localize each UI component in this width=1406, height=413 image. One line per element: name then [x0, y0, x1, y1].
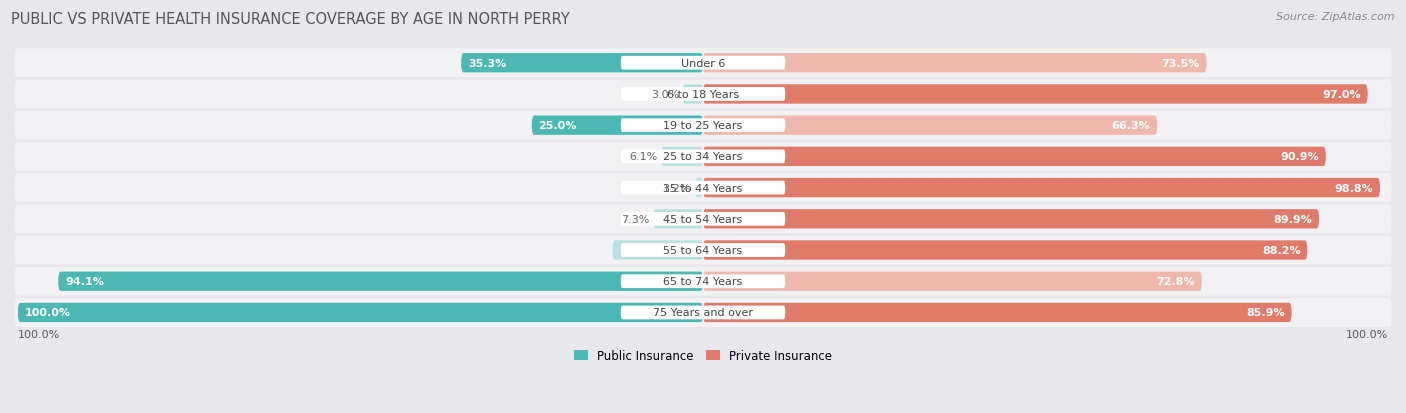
Text: 66.3%: 66.3% [1112, 121, 1150, 131]
FancyBboxPatch shape [621, 57, 785, 71]
FancyBboxPatch shape [621, 88, 785, 102]
Text: 90.9%: 90.9% [1281, 152, 1319, 162]
Text: 100.0%: 100.0% [18, 329, 60, 339]
FancyBboxPatch shape [14, 298, 1392, 327]
FancyBboxPatch shape [14, 112, 1392, 140]
Text: 45 to 54 Years: 45 to 54 Years [664, 214, 742, 224]
FancyBboxPatch shape [621, 181, 785, 195]
FancyBboxPatch shape [621, 119, 785, 133]
Text: 13.2%: 13.2% [620, 245, 658, 255]
FancyBboxPatch shape [14, 142, 1392, 171]
Text: 89.9%: 89.9% [1274, 214, 1312, 224]
FancyBboxPatch shape [661, 147, 703, 167]
Text: 97.0%: 97.0% [1322, 90, 1361, 100]
FancyBboxPatch shape [652, 210, 703, 229]
FancyBboxPatch shape [703, 54, 1206, 73]
FancyBboxPatch shape [14, 267, 1392, 296]
FancyBboxPatch shape [621, 244, 785, 257]
FancyBboxPatch shape [703, 116, 1157, 135]
FancyBboxPatch shape [14, 205, 1392, 234]
Text: 19 to 25 Years: 19 to 25 Years [664, 121, 742, 131]
FancyBboxPatch shape [18, 303, 703, 323]
FancyBboxPatch shape [695, 178, 703, 198]
Text: 73.5%: 73.5% [1161, 59, 1199, 69]
FancyBboxPatch shape [14, 49, 1392, 78]
Legend: Public Insurance, Private Insurance: Public Insurance, Private Insurance [569, 345, 837, 367]
Text: Under 6: Under 6 [681, 59, 725, 69]
Text: 100.0%: 100.0% [1346, 329, 1388, 339]
FancyBboxPatch shape [703, 303, 1292, 323]
FancyBboxPatch shape [703, 241, 1308, 260]
Text: 98.8%: 98.8% [1334, 183, 1374, 193]
Text: 7.3%: 7.3% [621, 214, 650, 224]
Text: 6.1%: 6.1% [630, 152, 658, 162]
Text: 35 to 44 Years: 35 to 44 Years [664, 183, 742, 193]
FancyBboxPatch shape [461, 54, 703, 73]
Text: 65 to 74 Years: 65 to 74 Years [664, 277, 742, 287]
FancyBboxPatch shape [703, 85, 1368, 104]
FancyBboxPatch shape [613, 241, 703, 260]
Text: 85.9%: 85.9% [1246, 308, 1285, 318]
FancyBboxPatch shape [703, 210, 1319, 229]
FancyBboxPatch shape [621, 306, 785, 320]
Text: 100.0%: 100.0% [24, 308, 70, 318]
Text: 55 to 64 Years: 55 to 64 Years [664, 245, 742, 255]
Text: 94.1%: 94.1% [65, 277, 104, 287]
Text: 25 to 34 Years: 25 to 34 Years [664, 152, 742, 162]
FancyBboxPatch shape [58, 272, 703, 291]
FancyBboxPatch shape [621, 150, 785, 164]
FancyBboxPatch shape [703, 147, 1326, 167]
Text: 25.0%: 25.0% [538, 121, 576, 131]
FancyBboxPatch shape [14, 81, 1392, 109]
FancyBboxPatch shape [621, 212, 785, 226]
FancyBboxPatch shape [621, 275, 785, 288]
Text: 72.8%: 72.8% [1156, 277, 1195, 287]
Text: Source: ZipAtlas.com: Source: ZipAtlas.com [1277, 12, 1395, 22]
Text: 6 to 18 Years: 6 to 18 Years [666, 90, 740, 100]
FancyBboxPatch shape [682, 85, 703, 104]
FancyBboxPatch shape [531, 116, 703, 135]
Text: 3.0%: 3.0% [651, 90, 679, 100]
Text: PUBLIC VS PRIVATE HEALTH INSURANCE COVERAGE BY AGE IN NORTH PERRY: PUBLIC VS PRIVATE HEALTH INSURANCE COVER… [11, 12, 569, 27]
Text: 75 Years and over: 75 Years and over [652, 308, 754, 318]
FancyBboxPatch shape [703, 178, 1381, 198]
Text: 88.2%: 88.2% [1263, 245, 1301, 255]
Text: 35.3%: 35.3% [468, 59, 506, 69]
FancyBboxPatch shape [703, 272, 1202, 291]
FancyBboxPatch shape [14, 174, 1392, 202]
FancyBboxPatch shape [14, 236, 1392, 265]
Text: 1.2%: 1.2% [664, 183, 692, 193]
